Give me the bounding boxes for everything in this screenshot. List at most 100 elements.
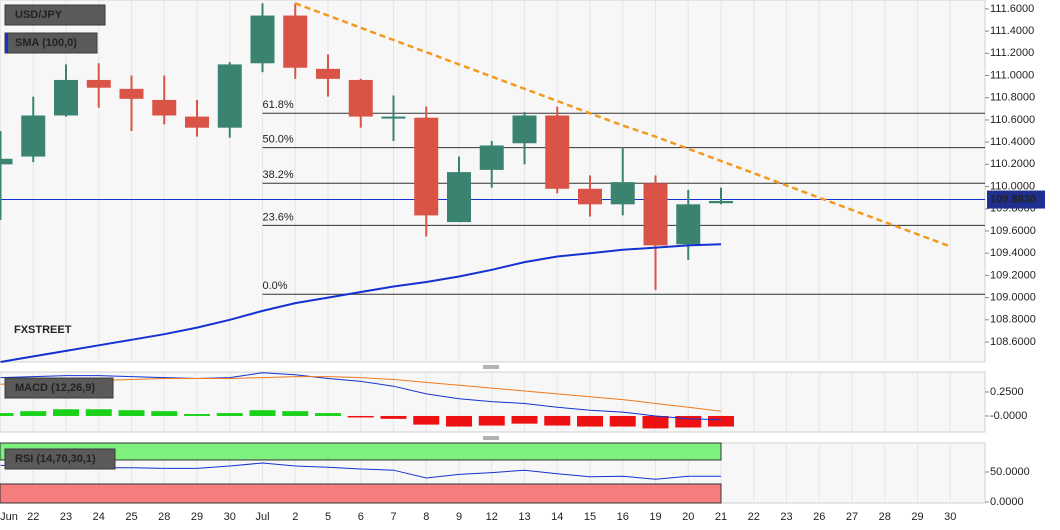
y-tick-label: -0.0000 <box>990 410 1027 422</box>
candle-body <box>709 200 733 204</box>
candle-body <box>152 99 177 116</box>
y-tick-label: 108.6000 <box>990 336 1036 348</box>
candle-body <box>86 79 111 88</box>
fib-label: 23.6% <box>263 211 294 223</box>
candle-body <box>643 183 668 246</box>
x-tick-label: 14 <box>551 511 563 523</box>
x-tick-label: 13 <box>518 511 530 523</box>
x-tick-label: Jun <box>0 511 18 523</box>
x-tick-label: 6 <box>358 511 364 523</box>
sma-line <box>0 243 722 363</box>
candle-body <box>0 158 13 165</box>
x-tick-label: 30 <box>224 511 236 523</box>
y-tick-label: 0.2500 <box>990 386 1024 398</box>
macd-histogram-bar <box>609 415 636 427</box>
trendline <box>294 2 951 248</box>
macd-histogram-bar <box>380 415 407 419</box>
x-tick-label: 27 <box>846 511 858 523</box>
candle-body <box>348 79 373 117</box>
candle-body <box>217 64 242 128</box>
x-tick-label: 2 <box>292 511 298 523</box>
macd-histogram-bar <box>85 409 112 416</box>
x-tick-label: 23 <box>60 511 72 523</box>
y-tick-label: 111.6000 <box>990 3 1034 15</box>
x-tick-label: 16 <box>617 511 629 523</box>
x-tick-label: 9 <box>456 511 462 523</box>
last-price-box <box>987 190 1045 209</box>
macd-histogram-bar <box>544 415 571 426</box>
rsi-label: RSI (14,70,30,1) <box>15 453 96 465</box>
candle-body <box>381 116 406 119</box>
y-tick-label: 50.0000 <box>990 466 1030 478</box>
signal-line <box>0 376 722 412</box>
x-tick-label: 22 <box>27 511 39 523</box>
x-tick-label: Jul <box>255 511 269 523</box>
candle-body <box>316 68 340 79</box>
x-tick-label: 21 <box>715 511 727 523</box>
x-tick-label: 7 <box>390 511 396 523</box>
macd-histogram-bar <box>511 415 538 424</box>
y-tick-label: 109.4000 <box>990 247 1036 259</box>
x-tick-label: 8 <box>423 511 429 523</box>
macd-histogram-bar <box>184 414 210 416</box>
symbol-label-box <box>4 4 106 26</box>
x-tick-label: 25 <box>125 511 137 523</box>
macd-histogram-bar <box>118 410 145 416</box>
x-tick-label: 15 <box>584 511 596 523</box>
macd-histogram-bar <box>577 415 603 427</box>
y-tick-label: 110.0000 <box>990 180 1035 192</box>
y-tick-label: 111.4000 <box>990 25 1034 37</box>
y-tick-label: 110.8000 <box>990 92 1035 104</box>
macd-histogram-bar <box>413 415 440 425</box>
x-tick-label: 29 <box>191 511 203 523</box>
candle-body <box>610 182 635 205</box>
x-tick-label: 28 <box>879 511 891 523</box>
x-tick-label: 24 <box>93 511 105 523</box>
x-tick-label: 5 <box>325 511 331 523</box>
y-tick-label: 111.0000 <box>990 69 1034 81</box>
candle-body <box>283 15 308 68</box>
x-tick-label: 30 <box>944 511 956 523</box>
symbol-label: USD/JPY <box>15 9 63 21</box>
y-tick-label: 109.2000 <box>990 269 1036 281</box>
macd-line <box>0 372 722 421</box>
candle-body <box>250 15 275 64</box>
fib-label: 0.0% <box>263 280 288 292</box>
x-tick-label: 19 <box>649 511 661 523</box>
macd-label: MACD (12,26,9) <box>15 382 95 394</box>
sma-label: SMA (100,0) <box>15 37 77 49</box>
y-tick-label: 111.2000 <box>990 47 1034 59</box>
macd-histogram-bar <box>708 415 734 427</box>
macd-histogram-bar <box>315 413 341 416</box>
candle-body <box>479 145 504 170</box>
watermark: FXSTREET <box>14 324 72 336</box>
macd-histogram-bar <box>20 411 47 416</box>
macd-histogram-bar <box>151 411 178 416</box>
y-tick-label: 108.8000 <box>990 314 1036 326</box>
y-tick-label: 109.6000 <box>990 225 1036 237</box>
macd-histogram-bar <box>282 411 309 416</box>
overbought-band <box>0 442 722 461</box>
candle-body <box>119 88 144 99</box>
macd-histogram-bar <box>347 415 374 418</box>
candle-body <box>414 117 439 216</box>
y-tick-label: 0.0000 <box>990 496 1024 508</box>
rsi-label-box <box>4 448 116 470</box>
macd-histogram-bar <box>216 413 243 416</box>
macd-histogram-bar <box>0 413 14 416</box>
fib-label: 61.8% <box>263 99 294 111</box>
last-price-label: 109.8830 <box>990 193 1036 205</box>
y-tick-label: 109.0000 <box>990 292 1036 304</box>
rsi-line <box>0 462 721 480</box>
candle-body <box>676 204 701 245</box>
fib-label: 50.0% <box>263 134 294 146</box>
y-tick-label: 110.2000 <box>990 158 1035 170</box>
candle-body <box>54 79 78 116</box>
candle-body <box>185 116 209 128</box>
x-tick-label: 26 <box>813 511 825 523</box>
macd-label-box <box>4 377 114 399</box>
x-tick-label: 12 <box>486 511 498 523</box>
candle-body <box>512 115 537 144</box>
macd-histogram-bar <box>642 415 669 429</box>
